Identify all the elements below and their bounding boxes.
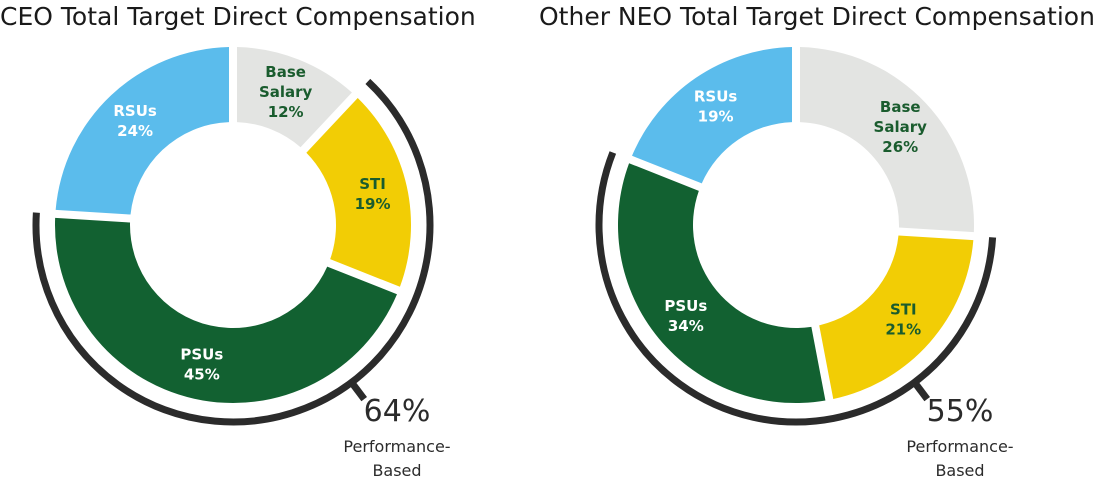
neo-performance-tick — [911, 380, 930, 402]
ceo-performance-label: Performance-Based — [343, 437, 450, 480]
neo-slice-base-salary — [799, 47, 974, 233]
ceo-slice-label-psus: PSUs 45% — [180, 346, 223, 384]
ceo-slice-sti — [306, 98, 411, 287]
neo-slice-psus — [618, 163, 826, 404]
neo-chart-title: Other NEO Total Target Direct Compensati… — [539, 2, 1095, 31]
neo-slice-label-psus: PSUs 34% — [664, 297, 707, 335]
ceo-slice-base-salary — [236, 47, 352, 148]
neo-slice-label-sti: STI 21% — [885, 301, 921, 339]
neo-performance-arc — [595, 151, 997, 426]
ceo-chart-title: CEO Total Target Direct Compensation — [0, 2, 476, 31]
ceo-performance-tick — [348, 380, 367, 402]
ceo-slice-psus — [54, 217, 397, 403]
neo-slice-rsus — [632, 47, 793, 184]
neo-performance-value: 55% — [927, 394, 994, 429]
neo-donut: Base Salary 26% STI 21% PSUs 34% RSUs 19% 55% Perf… — [595, 47, 1014, 480]
ceo-slice-label-sti: STI 19% — [355, 175, 391, 213]
ceo-slice-label-base-salary: Base Salary 12% — [259, 63, 313, 121]
ceo-slice-rsus — [55, 47, 230, 215]
ceo-performance-value: 64% — [364, 394, 431, 429]
ceo-performance-arc — [32, 78, 434, 426]
ceo-donut: Base Salary 12% STI 19% PSUs 45% RSUs 24% 64% Perf… — [32, 47, 451, 480]
neo-slice-sti — [819, 235, 974, 400]
ceo-slice-label-rsus: RSUs 24% — [113, 102, 157, 140]
neo-slice-label-rsus: RSUs 19% — [694, 88, 738, 126]
neo-slice-label-base-salary: Base Salary 26% — [874, 98, 928, 156]
neo-performance-label: Performance-Based — [906, 437, 1013, 480]
